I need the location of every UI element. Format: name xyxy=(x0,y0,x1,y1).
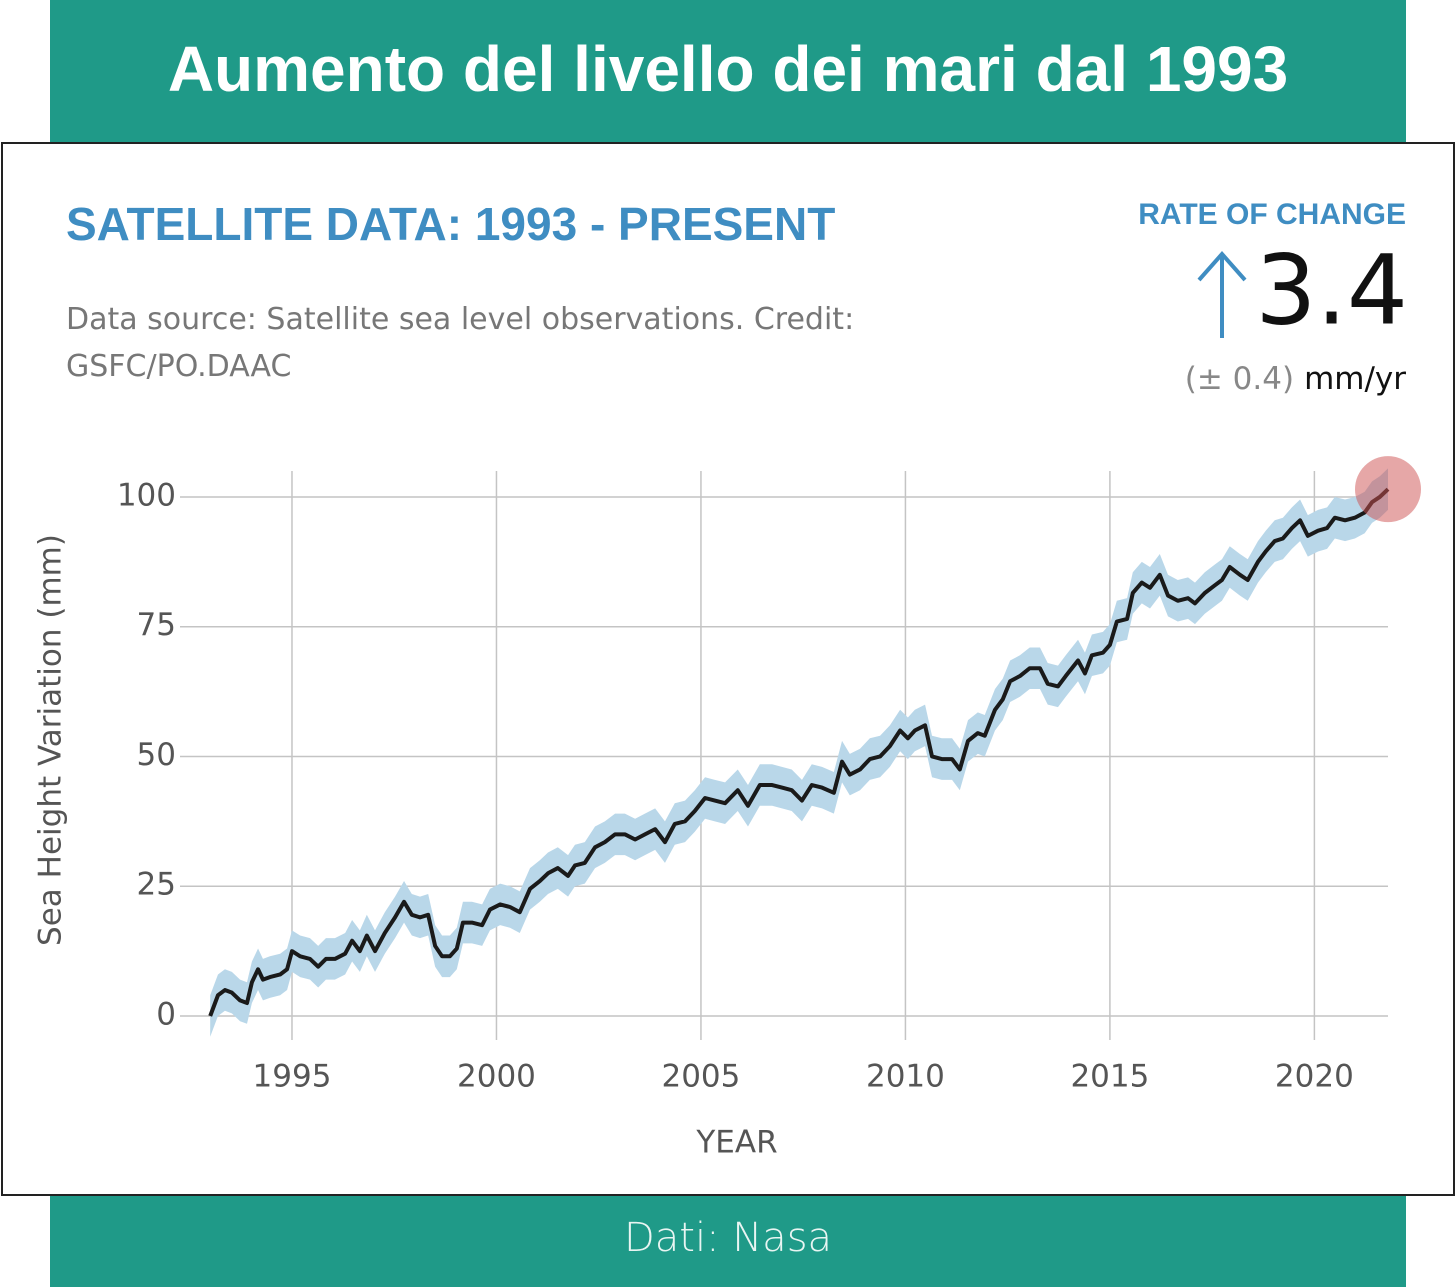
rate-arrow-head xyxy=(1197,250,1247,282)
x-tick-label: 2020 xyxy=(1275,1059,1354,1095)
chart-title: SATELLITE DATA: 1993 - PRESENT xyxy=(66,198,835,250)
x-tick-label: 2010 xyxy=(866,1059,945,1095)
rate-value: 3.4 xyxy=(1255,234,1408,346)
data-line xyxy=(208,487,1390,1017)
y-tick-label: 100 xyxy=(117,477,176,513)
x-tick-label: 2000 xyxy=(457,1059,536,1095)
footer-banner xyxy=(50,1195,1406,1287)
uncertainty-band xyxy=(210,468,1388,1037)
y-tick-label: 25 xyxy=(137,867,176,903)
y-axis-label: Sea Height Variation (mm) xyxy=(33,534,69,946)
footer: Dati: Nasa xyxy=(624,1215,832,1261)
x-axis-label: YEAR xyxy=(695,1125,777,1161)
rate-unit: mm/yr xyxy=(1304,361,1406,397)
x-tick-label: 2015 xyxy=(1070,1059,1149,1095)
chart-subtitle: Data source: Satellite sea level observa… xyxy=(66,302,855,384)
x-tick-label: 1995 xyxy=(253,1059,332,1095)
rate-text: (± 0.4) mm/yr xyxy=(1185,361,1407,397)
y-tick-label: 75 xyxy=(137,607,176,643)
latest-highlight xyxy=(1355,456,1421,523)
banner-title: Aumento del livello dei mari dal 1993 xyxy=(168,33,1288,105)
y-tick-label: 0 xyxy=(156,997,176,1033)
rate-uncertainty: (± 0.4) xyxy=(1185,361,1294,397)
y-tick-label: 50 xyxy=(137,737,176,773)
plot: 0 25 50 75 100 1995 2000 2005 2010 2015 2020 xyxy=(117,456,1421,1095)
title-banner xyxy=(50,0,1406,143)
x-tick-label: 2005 xyxy=(661,1059,740,1095)
rate-label: RATE OF CHANGE xyxy=(1138,198,1406,231)
